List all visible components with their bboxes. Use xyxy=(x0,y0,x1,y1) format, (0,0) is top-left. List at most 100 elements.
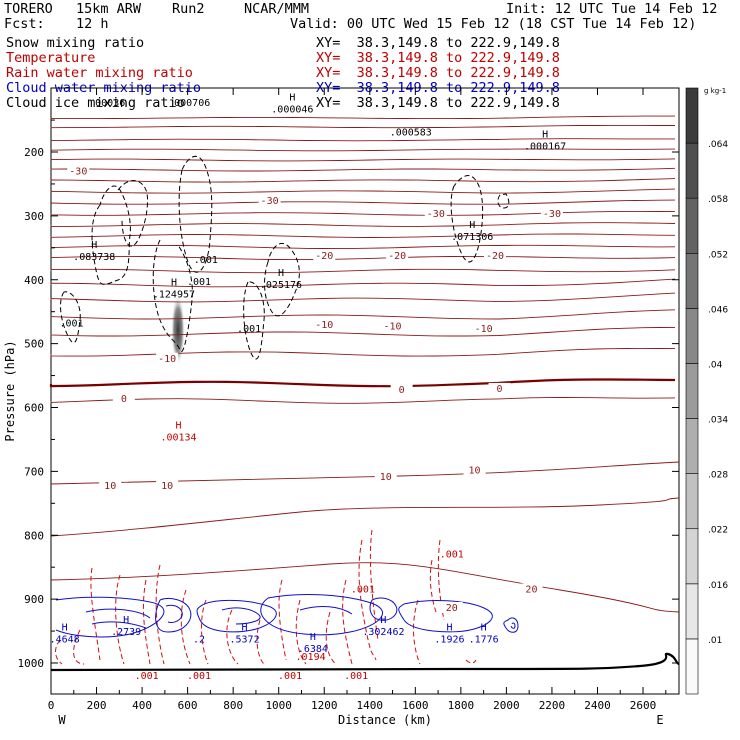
extremum-value: 000706 xyxy=(174,98,210,109)
init-time: Init: 12 UTC Tue 14 Feb 12 xyxy=(506,1,718,17)
temperature-contour xyxy=(50,138,675,142)
colorbar-tick-label: .022 xyxy=(708,526,728,536)
temperature-label: -30 xyxy=(427,209,445,220)
temperature-contour xyxy=(50,268,676,274)
temperature-label-bg xyxy=(520,583,543,595)
x-tick-label: 800 xyxy=(223,699,243,712)
colorbar-tick-label: .016 xyxy=(708,581,728,591)
extremum-marker: H xyxy=(481,623,487,634)
temperature-label: -30 xyxy=(543,209,561,220)
temperature-contour xyxy=(50,292,676,303)
extremum-value: .000583 xyxy=(390,127,432,138)
temperature-contour xyxy=(50,188,676,194)
cloud-water-contour xyxy=(299,606,353,615)
x-tick-label: 200 xyxy=(87,699,107,712)
cloud-water-contour xyxy=(91,621,147,629)
rain-water-contour xyxy=(180,589,191,665)
cloud-ice-contour xyxy=(243,281,265,360)
extremum-marker: H xyxy=(171,278,177,289)
temperature-contour xyxy=(50,326,676,337)
temperature-label-bg xyxy=(424,207,447,219)
temperature-label-bg xyxy=(472,322,495,334)
y-tick-label: 300 xyxy=(24,210,44,223)
temperature-label: 0 xyxy=(399,385,405,396)
rain-water-contour xyxy=(358,539,377,661)
temperature-contour xyxy=(50,278,676,288)
org-label: NCAR/MMM xyxy=(244,1,310,17)
temperature-contour xyxy=(49,378,676,388)
temperature-contour xyxy=(50,158,676,162)
plot-frame xyxy=(50,87,680,695)
x-tick-label: 0 xyxy=(48,699,55,712)
cloud-water-contour xyxy=(165,604,183,623)
extremum-value: .001 xyxy=(187,277,211,288)
temperature-label-bg xyxy=(488,382,511,394)
temperature-contour xyxy=(50,210,676,216)
fcst-value: 12 h xyxy=(76,16,109,32)
x-tick-label: 1600 xyxy=(402,699,429,712)
extremum-value: .2739 xyxy=(111,627,141,638)
x-tick-label: 400 xyxy=(132,699,152,712)
temperature-label: 20 xyxy=(446,603,458,614)
model-name: TORERO xyxy=(4,1,53,17)
temperature-contour xyxy=(50,148,676,152)
colorbar-bin xyxy=(685,142,699,199)
extremum-value: .001 xyxy=(237,324,261,335)
rain-water-contours xyxy=(55,529,477,665)
temperature-label: 10 xyxy=(104,481,116,492)
colorbar-tick-label: .052 xyxy=(708,250,728,260)
temperature-label-bg xyxy=(313,319,336,331)
extremum-value: .001 xyxy=(278,671,302,682)
valid-time: Valid: 00 UTC Wed 15 Feb 12 (18 CST Tue … xyxy=(290,16,697,32)
field-name-cloud-ice: Cloud ice mixing ratio xyxy=(6,95,185,111)
y-axis-title: Pressure (hPa) xyxy=(3,340,17,441)
rain-water-contour xyxy=(342,579,353,665)
temperature-contour xyxy=(50,347,676,357)
temperature-labels: -30 -30 -30 -30 -20 -20 -20 -10 -10 -10 -10 0 0 0 10 10… xyxy=(67,165,563,614)
field-name-temperature: Temperature xyxy=(6,50,96,66)
temperature-label: -20 xyxy=(388,251,406,262)
temperature-contour xyxy=(50,309,676,320)
cloud-ice-contour xyxy=(450,174,484,263)
extremum-value: 00036 xyxy=(95,98,125,109)
rain-water-contour xyxy=(437,539,445,621)
colorbar-bin xyxy=(685,363,699,419)
temperature-label-bg xyxy=(156,352,179,364)
run-label: Run2 xyxy=(172,1,205,17)
cloud-water-contour xyxy=(155,597,192,633)
rain-water-contour xyxy=(155,564,165,665)
temperature-label-bg xyxy=(99,479,122,491)
extremum-marker: H xyxy=(310,632,316,643)
field-xy-rain: XY= 38.3,149.8 to 222.9,149.8 xyxy=(316,65,560,81)
extremum-marker: H xyxy=(91,240,97,251)
temperature-label-bg xyxy=(112,393,135,405)
extremum-marker: H xyxy=(278,268,284,279)
cloud-water-contour xyxy=(503,617,519,633)
temperature-contour xyxy=(50,167,676,172)
extremum-value: .001 xyxy=(344,671,368,682)
y-tick-label: 600 xyxy=(24,402,44,415)
cloud-water-contour xyxy=(398,600,493,633)
temperature-label-bg xyxy=(484,250,507,262)
terrain-outline xyxy=(50,652,680,672)
colorbar-bin xyxy=(685,308,699,364)
rain-water-contour xyxy=(201,599,209,665)
y-tick-label: 400 xyxy=(24,274,44,287)
temperature-label: -30 xyxy=(261,196,279,207)
cloud-water-contour xyxy=(221,607,261,625)
axes: 0 200 400 600 800 1000 1200 1400 1600 1800 2000 220… xyxy=(18,88,679,712)
fcst-label: Fcst: xyxy=(4,16,45,32)
field-name-rain: Rain water mixing ratio xyxy=(6,65,193,81)
x-tick-label: 1000 xyxy=(265,699,292,712)
temperature-label-bg xyxy=(67,165,90,177)
temperature-contour xyxy=(50,397,676,404)
colorbar-tick-label: .028 xyxy=(708,471,728,481)
temperature-label: -20 xyxy=(486,251,504,262)
extremum-marker: H xyxy=(469,220,475,231)
field-name-snow: Snow mixing ratio xyxy=(6,35,145,51)
rain-water-contour xyxy=(73,629,85,665)
cloud-water-contour xyxy=(510,622,516,629)
rain-water-contour xyxy=(369,529,379,641)
temperature-label: 0 xyxy=(121,394,127,405)
